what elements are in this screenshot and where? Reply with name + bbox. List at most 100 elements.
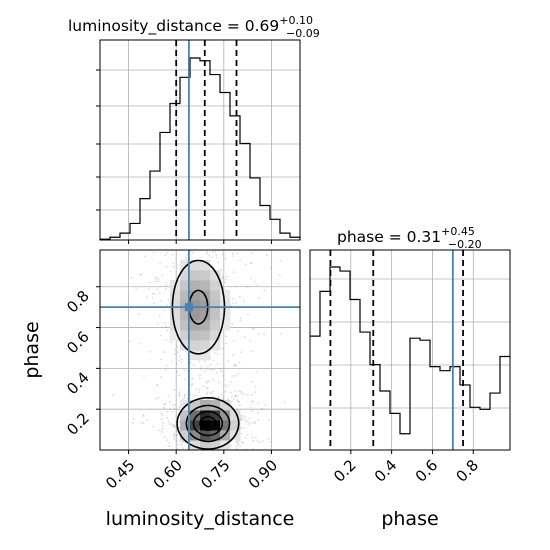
p2-scatter-point <box>169 422 171 424</box>
p2-density-cell <box>190 430 201 441</box>
p2-scatter-point <box>237 373 240 375</box>
p2-scatter-point <box>146 419 148 421</box>
p2-scatter-point <box>234 394 237 397</box>
p2-scatter-point <box>176 345 179 348</box>
p2-scatter-point <box>160 418 163 421</box>
p2-scatter-point <box>182 447 185 449</box>
p2-scatter-point <box>166 304 168 307</box>
p2-scatter-point <box>184 394 186 396</box>
p2-scatter-point <box>176 371 179 373</box>
p2-scatter-point <box>166 410 169 413</box>
p2-scatter-point <box>204 243 206 245</box>
p2-scatter-point <box>192 395 195 397</box>
p2-scatter-point <box>249 262 252 264</box>
p2-scatter-point <box>247 313 249 316</box>
p2-scatter-point <box>239 445 242 448</box>
p2-scatter-point <box>222 398 225 401</box>
p2-scatter-point <box>158 292 161 294</box>
p2-scatter-point <box>210 461 212 463</box>
p2-density-cell <box>180 330 191 341</box>
p2-scatter-point <box>227 360 230 362</box>
p2-scatter-point <box>278 274 281 276</box>
p2-x-tick-label: 0.90 <box>245 456 281 492</box>
p2-density-cell <box>230 420 241 431</box>
p2-scatter-point <box>166 329 168 332</box>
p2-scatter-point <box>252 439 255 442</box>
p2-scatter-point <box>225 342 228 345</box>
p2-scatter-point <box>156 288 159 291</box>
p2-scatter-point <box>189 393 192 396</box>
p2-scatter-point <box>216 362 219 365</box>
p2-scatter-point <box>240 418 243 421</box>
p2-scatter-point <box>171 218 173 220</box>
p2-scatter-point <box>217 261 220 264</box>
p2-scatter-point <box>160 430 163 433</box>
p2-scatter-point <box>200 367 203 370</box>
p2-scatter-point <box>224 257 227 260</box>
p2-scatter-point <box>160 412 163 415</box>
p2-scatter-point <box>232 398 235 400</box>
p2-scatter-point <box>148 455 150 457</box>
p2-scatter-point <box>231 395 233 398</box>
p2-scatter-point <box>205 367 208 370</box>
p2-scatter-point <box>189 452 191 454</box>
p2-scatter-point <box>231 451 233 453</box>
p2-density-cell <box>190 340 201 351</box>
p2-truth-lines <box>100 250 300 450</box>
p2-scatter-point <box>238 400 241 403</box>
p2-scatter-point <box>171 403 174 406</box>
p2-scatter-point <box>220 370 223 373</box>
p2-scatter-point <box>157 323 160 325</box>
p2-y-tick-label: 0.2 <box>63 409 93 439</box>
p2-scatter-point <box>232 354 234 356</box>
p2-scatter-point <box>239 319 242 322</box>
p2-scatter-point <box>264 403 267 406</box>
p2-scatter-point <box>237 442 240 445</box>
p2-scatter-point <box>217 396 220 399</box>
p2-density-cell <box>170 290 181 301</box>
p2-scatter-point <box>160 300 163 302</box>
p2-scatter-point <box>214 250 217 253</box>
p2-scatter-point <box>212 359 215 362</box>
p2-x-tick-label: 0.75 <box>197 456 233 492</box>
p2-scatter-point <box>206 387 209 390</box>
p2-scatter-point <box>214 218 216 220</box>
p2-scatter-point <box>223 384 225 387</box>
p2-scatter-point <box>157 235 159 237</box>
p2-scatter-point <box>203 370 206 372</box>
p2-scatter-point <box>163 436 166 439</box>
p2-scatter-point <box>183 213 185 215</box>
p2-scatter-point <box>228 246 230 248</box>
p2-scatter-point <box>210 225 212 227</box>
p2-scatter-point <box>140 421 143 424</box>
p2-y-tick-label: 0.4 <box>63 368 93 398</box>
p2-scatter-point <box>217 396 220 398</box>
p2-scatter-point <box>175 435 178 438</box>
p2-scatter-point <box>156 384 159 386</box>
p2-scatter-point <box>128 340 131 343</box>
p2-scatter-point <box>134 246 136 248</box>
p2-scatter-point <box>170 270 173 273</box>
p2-scatter-point <box>175 430 178 432</box>
p2-scatter-point <box>247 423 250 425</box>
p2-scatter-point <box>237 330 240 332</box>
p2-scatter-point <box>224 390 227 393</box>
p2-scatter-point <box>199 374 201 376</box>
p2-density-cell <box>220 420 231 431</box>
p2-scatter-point <box>183 238 185 240</box>
p2-density-cell <box>200 320 211 331</box>
p2-density-cell <box>200 340 211 351</box>
p2-scatter-point <box>245 420 248 423</box>
p2-density-cell <box>170 330 181 341</box>
p2-scatter-point <box>255 461 257 463</box>
p2-density-cell <box>220 320 231 331</box>
p2-scatter-point <box>255 436 257 439</box>
p1-axes <box>96 39 301 244</box>
p2-scatter-point <box>209 363 212 366</box>
p2-scatter-point <box>240 390 242 393</box>
p2-scatter-point <box>225 169 227 171</box>
p2-scatter-point <box>236 444 239 447</box>
p2-scatter-point <box>178 392 181 395</box>
x-axis-label-luminosity-distance: luminosity_distance <box>106 508 295 530</box>
p2-scatter-point <box>251 399 253 402</box>
